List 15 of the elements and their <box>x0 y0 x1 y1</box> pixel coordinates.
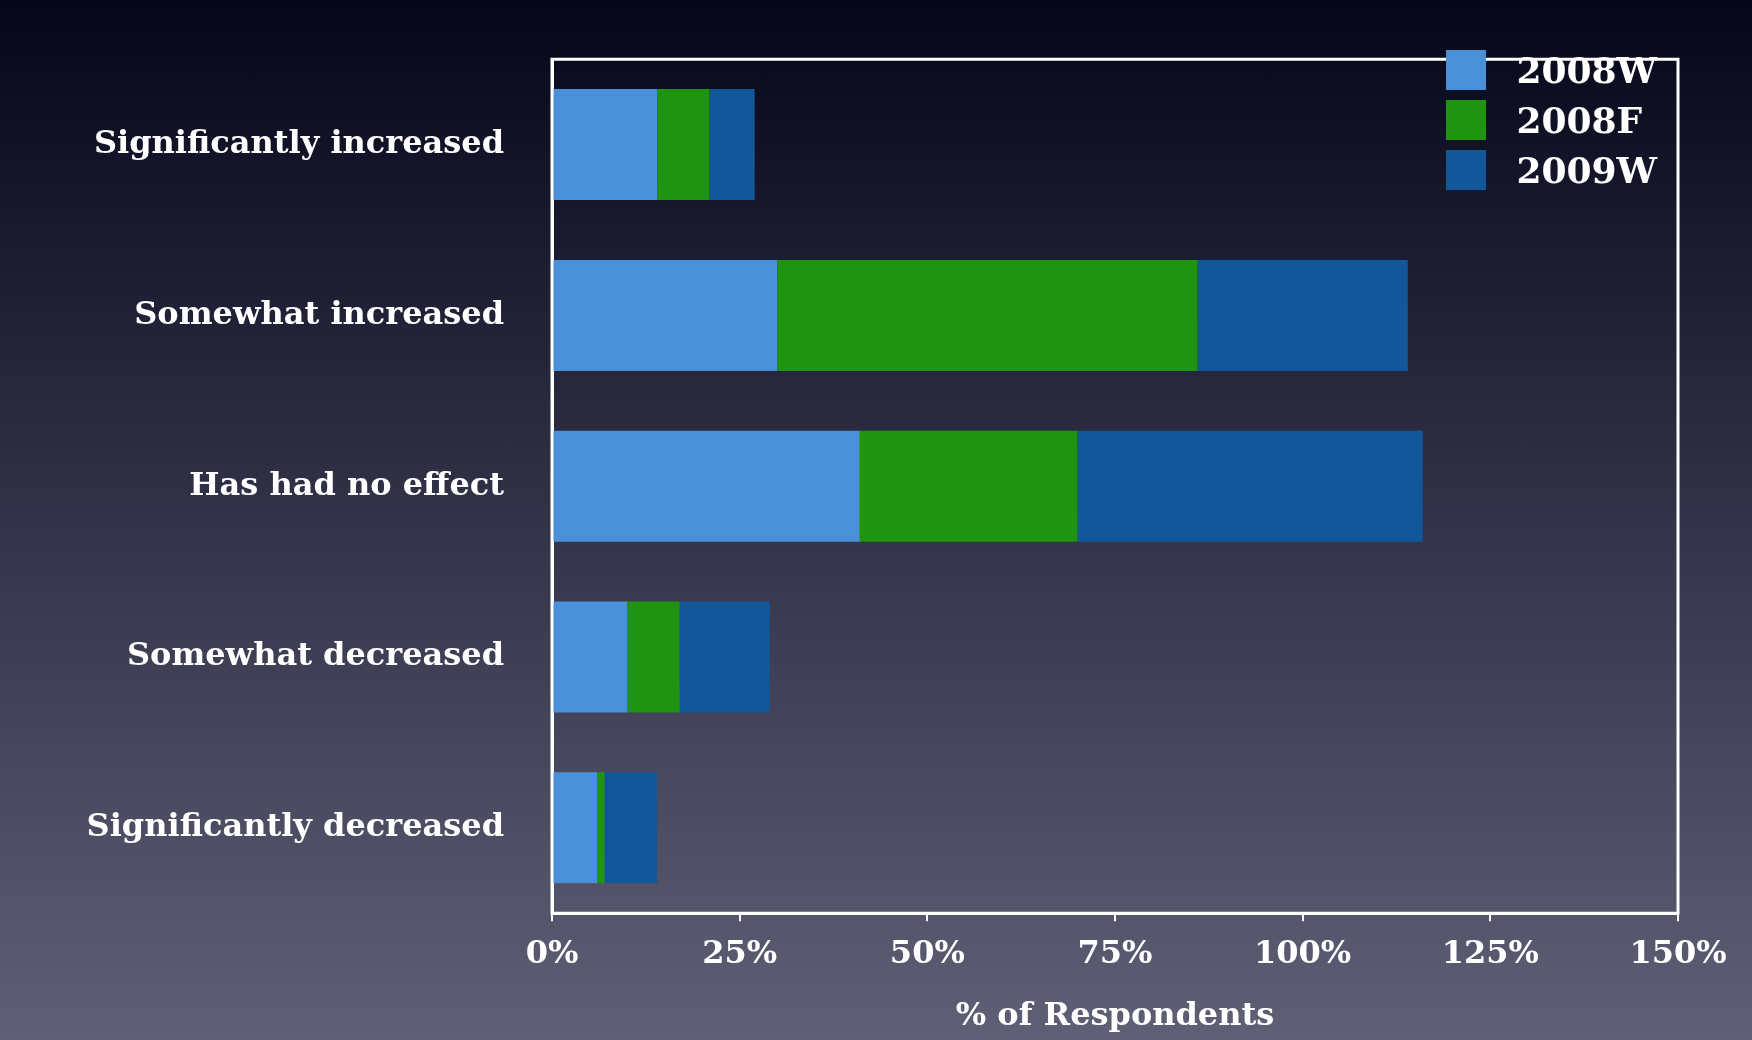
x-tick-label: 50% <box>889 932 965 971</box>
y-tick-label: Significantly decreased <box>86 806 504 845</box>
x-tick-label: 0% <box>525 932 579 971</box>
legend-label: 2008F <box>1516 99 1643 141</box>
x-tick-label: 25% <box>702 932 778 971</box>
legend-label: 2009W <box>1516 149 1657 191</box>
y-tick-label: Somewhat decreased <box>126 635 504 674</box>
x-tick-label: 125% <box>1441 932 1539 971</box>
y-tick-label: Somewhat increased <box>134 293 504 332</box>
y-tick-label: Has had no effect <box>189 464 505 503</box>
x-tick-label: 100% <box>1254 932 1352 971</box>
x-axis-title: % of Respondents <box>955 995 1275 1034</box>
x-tick-label: 75% <box>1077 932 1153 971</box>
y-tick-label: Significantly increased <box>93 122 504 161</box>
x-tick-label: 150% <box>1629 932 1727 971</box>
